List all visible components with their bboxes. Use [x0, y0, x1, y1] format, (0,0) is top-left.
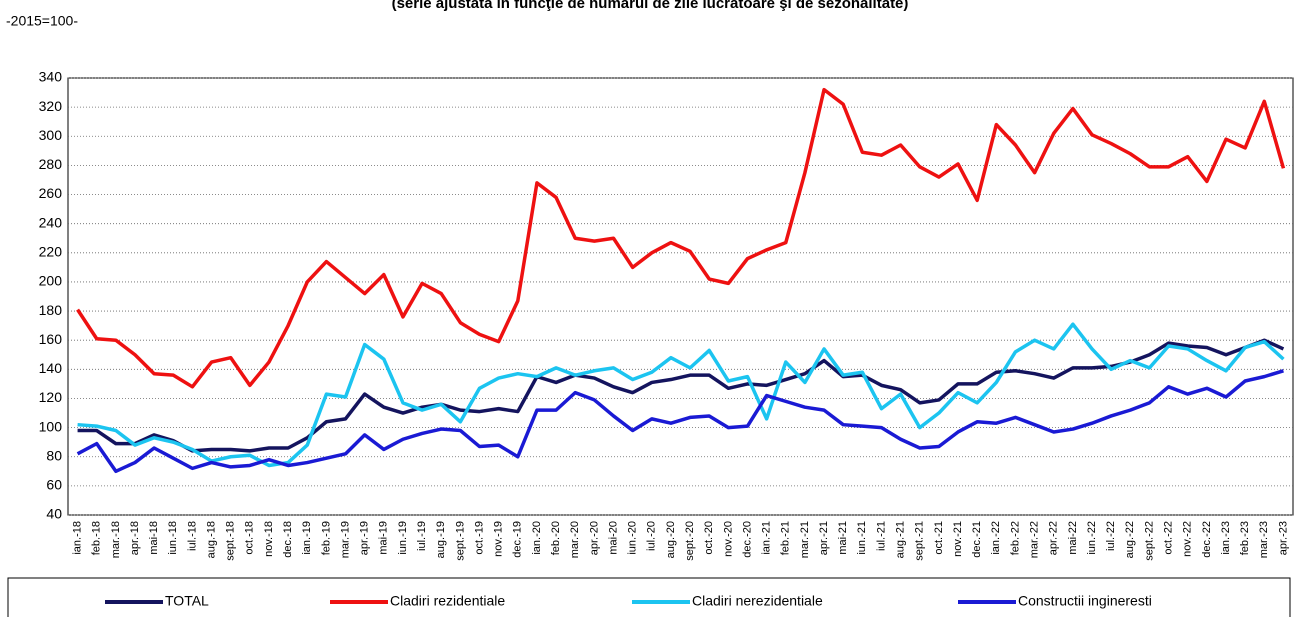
x-tick-label: feb.-21: [780, 521, 792, 555]
x-tick-label: iul.-18: [186, 521, 198, 551]
x-tick-label: sept.-18: [225, 521, 237, 561]
y-tick-label: 60: [46, 477, 62, 493]
y-tick-label: 100: [39, 418, 63, 434]
x-tick-label: iul.-19: [416, 521, 428, 551]
x-tick-label: ian.-19: [301, 521, 313, 555]
x-tick-label: aug.-19: [435, 521, 447, 558]
x-tick-label: oct.-19: [473, 521, 485, 555]
x-tick-label: dec.-22: [1201, 521, 1213, 558]
x-tick-label: mai-22: [1067, 521, 1079, 555]
x-tick-label: mai-21: [837, 521, 849, 555]
x-tick-label: feb.-22: [1009, 521, 1021, 555]
x-tick-label: aug.-22: [1124, 521, 1136, 558]
legend-label: Constructii ingineresti: [1018, 593, 1152, 609]
x-tick-label: dec.-19: [512, 521, 524, 558]
y-tick-label: 160: [39, 331, 63, 347]
legend-label: Cladiri rezidentiale: [390, 593, 505, 609]
x-tick-label: sept.-20: [684, 521, 696, 561]
x-tick-label: oct.-21: [933, 521, 945, 555]
x-tick-label: mar.-23: [1258, 521, 1270, 558]
x-tick-label: feb.-23: [1239, 521, 1251, 555]
x-tick-label: iun.-19: [397, 521, 409, 555]
x-tick-label: sept.-19: [454, 521, 466, 561]
y-tick-label: 280: [39, 156, 63, 172]
y-tick-label: 40: [46, 506, 62, 522]
x-tick-label: iul.-21: [875, 521, 887, 551]
legend-label: Cladiri nerezidentiale: [692, 593, 823, 609]
x-tick-label: iun.-21: [856, 521, 868, 555]
y-tick-label: 340: [39, 69, 63, 85]
x-tick-label: dec.-21: [971, 521, 983, 558]
x-tick-label: apr.-20: [588, 521, 600, 555]
series-line: [76, 369, 1284, 474]
y-tick-label: 180: [39, 302, 63, 318]
x-tick-label: mai-20: [607, 521, 619, 555]
x-tick-label: apr.-21: [818, 521, 830, 555]
series-line: [77, 338, 1285, 453]
x-tick-label: ian.-21: [761, 521, 773, 555]
y-tick-label: 200: [39, 273, 63, 289]
x-tick-label: oct.-18: [244, 521, 256, 555]
x-tick-label: apr.-18: [129, 521, 141, 555]
y-tick-label: 140: [39, 360, 63, 376]
x-tick-label: nov.-19: [493, 521, 505, 557]
x-tick-label: mai-19: [378, 521, 390, 555]
x-tick-label: apr.-19: [359, 521, 371, 555]
y-tick-label: 120: [39, 389, 63, 405]
x-tick-label: feb.-18: [91, 521, 103, 555]
x-tick-label: sept.-21: [914, 521, 926, 561]
x-tick-label: iun.-22: [1086, 521, 1098, 555]
y-tick-label: 320: [39, 98, 63, 114]
y-tick-label: 300: [39, 127, 63, 143]
x-tick-label: dec.-18: [282, 521, 294, 558]
x-tick-label: ian.-22: [990, 521, 1002, 555]
x-tick-label: iun.-18: [167, 521, 179, 555]
x-tick-label: iul.-20: [646, 521, 658, 551]
chart-subtitle: -2015=100-: [6, 13, 78, 29]
x-tick-label: mar.-18: [110, 521, 122, 558]
x-tick-label: apr.-23: [1277, 521, 1289, 555]
legend-label: TOTAL: [165, 593, 209, 609]
legend-box: [7, 577, 1291, 617]
x-tick-label: nov.-20: [722, 521, 734, 557]
x-tick-label: oct.-20: [703, 521, 715, 555]
x-tick-label: sept.-22: [1143, 521, 1155, 561]
y-tick-label: 260: [39, 185, 63, 201]
x-tick-label: feb.-20: [550, 521, 562, 555]
x-tick-label: mar.-20: [569, 521, 581, 558]
series-line: [77, 322, 1285, 468]
x-tick-label: apr.-22: [1048, 521, 1060, 555]
y-tick-label: 220: [39, 244, 63, 260]
x-tick-label: nov.-22: [1182, 521, 1194, 557]
x-tick-label: iul.-22: [1105, 521, 1117, 551]
y-tick-label: 80: [46, 447, 62, 463]
x-tick-label: oct.-22: [1162, 521, 1174, 555]
x-tick-label: aug.-20: [665, 521, 677, 558]
x-tick-label: ian.-20: [531, 521, 543, 555]
x-tick-label: aug.-21: [895, 521, 907, 558]
x-tick-label: mar.-19: [339, 521, 351, 558]
series-line: [76, 87, 1286, 389]
x-tick-label: ian.-18: [71, 521, 83, 555]
x-tick-label: nov.-21: [952, 521, 964, 557]
x-tick-label: iun.-20: [627, 521, 639, 555]
x-tick-label: mar.-22: [1029, 521, 1041, 558]
x-tick-label: dec.-20: [741, 521, 753, 558]
x-tick-label: mai-18: [148, 521, 160, 555]
x-tick-label: aug.-18: [205, 521, 217, 558]
y-tick-label: 240: [39, 214, 63, 230]
x-tick-label: mar.-21: [799, 521, 811, 558]
chart-title: (serie ajustată în funcţie de numărul de…: [392, 0, 909, 12]
x-tick-label: ian.-23: [1220, 521, 1232, 555]
x-tick-label: feb.-19: [320, 521, 332, 555]
x-tick-label: nov.-18: [263, 521, 275, 557]
